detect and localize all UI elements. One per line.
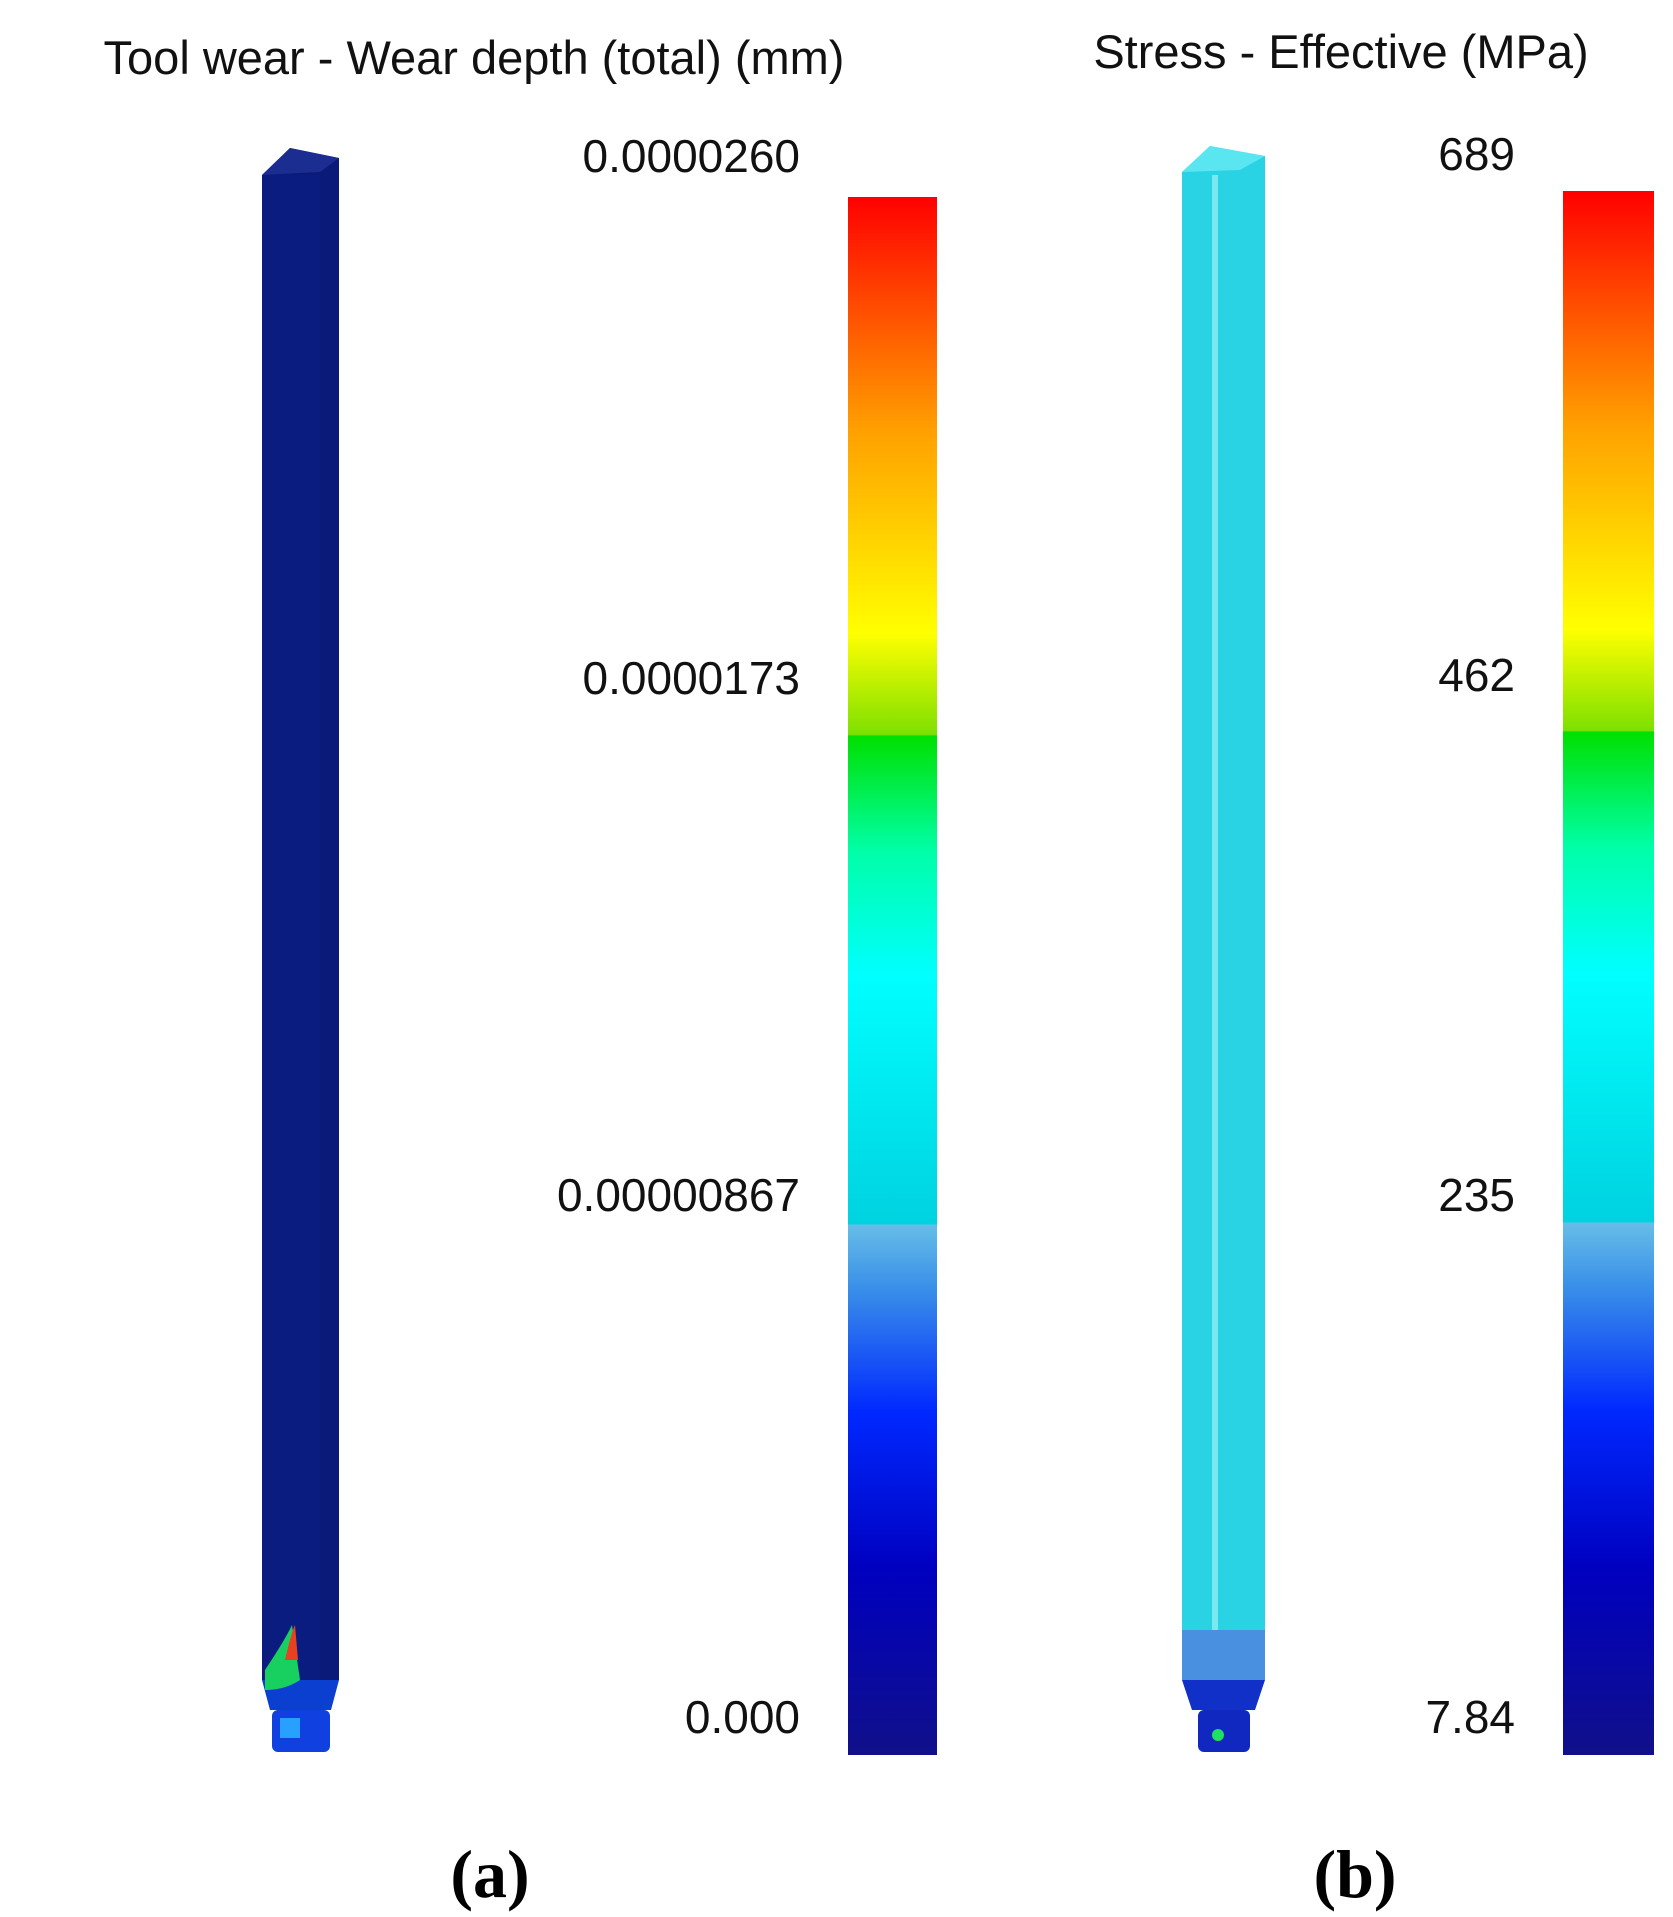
- scale-label: 0.00000867: [557, 1169, 800, 1221]
- panel-title: Tool wear - Wear depth (total) (mm): [104, 31, 845, 84]
- scale-label: 7.84: [1425, 1691, 1515, 1743]
- scale-label: 235: [1438, 1169, 1515, 1221]
- panel-title: Stress - Effective (MPa): [1093, 25, 1588, 78]
- scale-label: 689: [1438, 128, 1515, 180]
- panel-label: (b): [1313, 1836, 1396, 1912]
- scale-label: 0.000: [685, 1691, 800, 1743]
- colorbar-b: [1563, 191, 1654, 1755]
- colorbar-a: [848, 197, 937, 1755]
- tool-b: [1182, 146, 1265, 1752]
- scale-label: 0.0000173: [583, 652, 800, 704]
- panel-label: (a): [450, 1836, 529, 1912]
- scale-label: 462: [1438, 649, 1515, 701]
- scale-label: 0.0000260: [583, 130, 800, 182]
- tool-a: [262, 148, 339, 1752]
